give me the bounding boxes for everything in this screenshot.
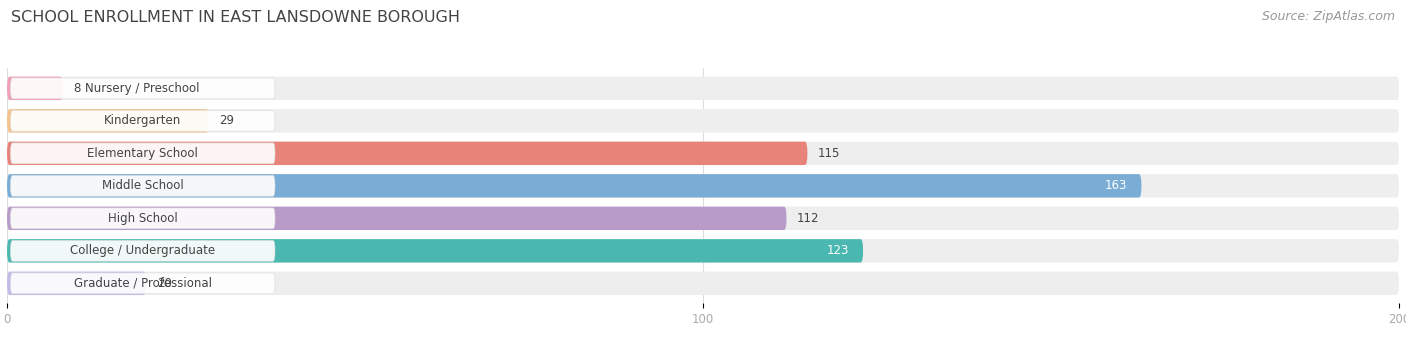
Text: SCHOOL ENROLLMENT IN EAST LANSDOWNE BOROUGH: SCHOOL ENROLLMENT IN EAST LANSDOWNE BORO…	[11, 10, 460, 25]
FancyBboxPatch shape	[7, 174, 1399, 197]
Text: Graduate / Professional: Graduate / Professional	[73, 277, 212, 290]
Text: High School: High School	[108, 212, 177, 225]
FancyBboxPatch shape	[7, 272, 146, 295]
Text: 20: 20	[156, 277, 172, 290]
FancyBboxPatch shape	[7, 174, 1142, 197]
FancyBboxPatch shape	[7, 77, 1399, 100]
FancyBboxPatch shape	[7, 142, 1399, 165]
Text: Source: ZipAtlas.com: Source: ZipAtlas.com	[1261, 10, 1395, 23]
Text: 8: 8	[73, 82, 80, 95]
FancyBboxPatch shape	[7, 272, 1399, 295]
Text: 112: 112	[797, 212, 820, 225]
Text: Middle School: Middle School	[101, 179, 184, 192]
Text: 29: 29	[219, 114, 235, 127]
FancyBboxPatch shape	[7, 207, 786, 230]
FancyBboxPatch shape	[10, 78, 276, 99]
FancyBboxPatch shape	[7, 239, 863, 263]
Text: Kindergarten: Kindergarten	[104, 114, 181, 127]
Text: 163: 163	[1105, 179, 1128, 192]
FancyBboxPatch shape	[10, 273, 276, 294]
FancyBboxPatch shape	[7, 207, 1399, 230]
Text: 115: 115	[818, 147, 841, 160]
FancyBboxPatch shape	[7, 109, 1399, 133]
FancyBboxPatch shape	[10, 110, 276, 131]
Text: Elementary School: Elementary School	[87, 147, 198, 160]
FancyBboxPatch shape	[10, 143, 276, 164]
Text: 123: 123	[827, 244, 849, 257]
Text: College / Undergraduate: College / Undergraduate	[70, 244, 215, 257]
FancyBboxPatch shape	[7, 109, 209, 133]
FancyBboxPatch shape	[10, 240, 276, 261]
FancyBboxPatch shape	[7, 77, 63, 100]
FancyBboxPatch shape	[7, 142, 807, 165]
Text: Nursery / Preschool: Nursery / Preschool	[86, 82, 200, 95]
FancyBboxPatch shape	[7, 239, 1399, 263]
FancyBboxPatch shape	[10, 176, 276, 196]
FancyBboxPatch shape	[10, 208, 276, 229]
